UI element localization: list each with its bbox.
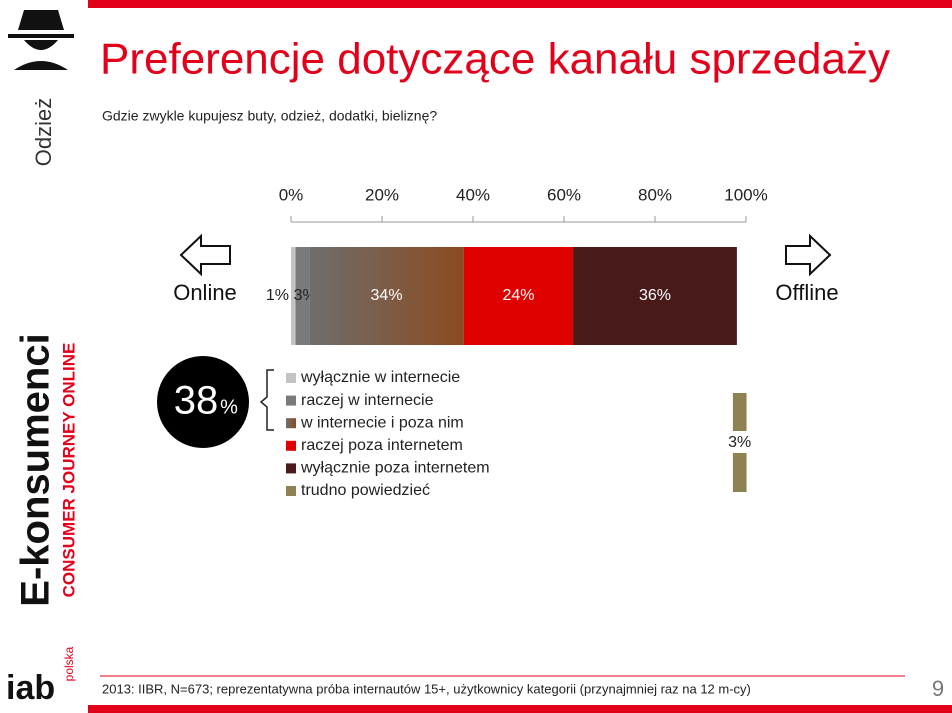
data-label: 36% <box>639 287 671 304</box>
data-label: 24% <box>502 287 534 304</box>
bracket <box>259 369 274 431</box>
subtitle: Gdzie zwykle kupujesz buty, odzież, doda… <box>102 108 437 124</box>
logo-sub: polska <box>62 646 76 681</box>
data-label: 34% <box>371 287 403 304</box>
footnote: 2013: IIBR, N=673; reprezentatywna próba… <box>102 681 751 696</box>
legend-swatch <box>286 395 296 406</box>
left-label: Online <box>173 280 237 305</box>
unsure-label-bg <box>723 431 756 453</box>
chart-title: Preferencje dotyczące kanału sprzedaży <box>100 35 890 84</box>
arrow-left <box>179 233 231 277</box>
legend-label: raczej poza internetem <box>301 437 463 454</box>
highlight-circle <box>157 356 249 448</box>
legend-swatch <box>286 486 296 496</box>
legend-swatch <box>286 463 296 474</box>
top-bar <box>88 0 952 8</box>
x-tick-label: 40% <box>456 185 490 204</box>
x-tick-label: 60% <box>547 185 581 204</box>
bar-segment <box>291 247 296 345</box>
logo: iab <box>6 669 55 707</box>
legend-label: w internecie i poza nim <box>300 414 464 431</box>
page-number: 9 <box>932 676 944 701</box>
x-tick-label: 100% <box>724 185 767 204</box>
bar-segment <box>463 247 574 345</box>
brand-sub: CONSUMER JOURNEY ONLINE <box>59 343 78 598</box>
x-tick-label: 20% <box>365 185 399 204</box>
spy-icon <box>8 10 74 70</box>
data-label: 1% <box>266 287 289 304</box>
legend-label: trudno powiedzieć <box>301 482 430 499</box>
legend-swatch <box>286 418 296 429</box>
right-label: Offline <box>775 280 838 305</box>
highlight-unit: % <box>220 396 238 418</box>
category-label: Odzież <box>31 98 56 166</box>
brand: E-konsumenci <box>14 333 58 606</box>
x-tick-label: 0% <box>279 185 304 204</box>
bar-segment <box>295 247 310 345</box>
bottom-bar <box>88 705 952 713</box>
x-tick-label: 80% <box>638 185 672 204</box>
bar-segment <box>309 247 464 345</box>
legend-label: wyłącznie poza internetem <box>300 460 490 477</box>
data-label: 3% <box>728 434 751 451</box>
legend-label: wyłącznie w internecie <box>300 369 460 386</box>
legend-swatch <box>286 440 296 451</box>
legend-label: raczej w internecie <box>301 392 434 409</box>
arrow-right <box>785 233 832 277</box>
bar-segment <box>573 247 737 345</box>
highlight-number: 38 <box>174 379 219 423</box>
legend-swatch <box>286 373 296 383</box>
